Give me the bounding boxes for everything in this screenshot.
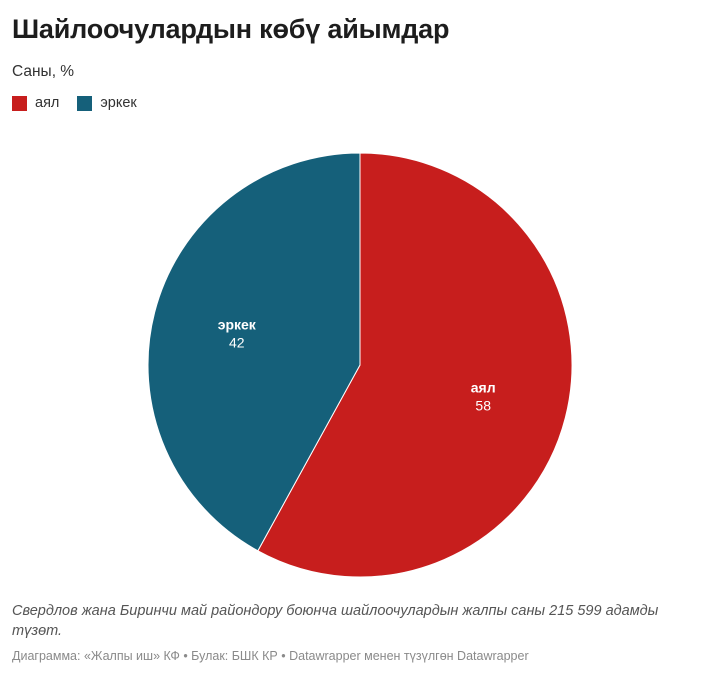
legend-swatch-female [12,95,27,111]
chart-credit: Диаграмма: «Жалпы иш» КФ • Булак: БШК КР… [12,649,529,663]
legend-item-female: аял [12,95,59,111]
pie-slice-1 [147,152,361,552]
pie-slice-0 [257,152,573,578]
legend-item-male: эркек [77,95,137,111]
pie-chart: аял 58 эркек 42 [147,152,573,578]
slice-value-1: 42 [229,334,245,350]
legend-label-male: эркек [100,95,137,111]
chart-note: Свердлов жана Биринчи май райондору боюн… [12,603,659,639]
slice-label-0: аял [471,380,496,396]
slice-label-1: эркек [218,316,257,332]
slice-value-0: 58 [475,398,491,414]
chart-title: Шайлоочулардын көбү айымдар [12,14,450,44]
chart-subtitle: Саны, % [12,63,75,80]
legend: аял эркек [12,95,155,111]
legend-swatch-male [77,95,93,111]
legend-label-female: аял [35,95,60,111]
